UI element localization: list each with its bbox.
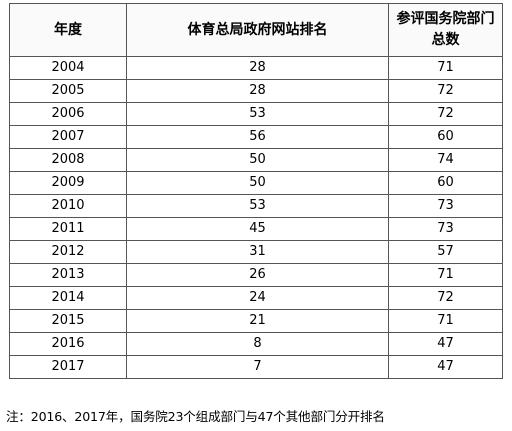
header-year: 年度 [9, 3, 127, 57]
cell-total-departments: 72 [388, 102, 503, 126]
cell-website-rank: 21 [126, 309, 389, 333]
table-row: 2017 7 47 [9, 355, 503, 379]
cell-year: 2006 [9, 102, 127, 126]
cell-total-departments: 73 [388, 194, 503, 218]
cell-year: 2012 [9, 240, 127, 264]
cell-total-departments: 73 [388, 217, 503, 241]
cell-total-departments: 47 [388, 355, 503, 379]
cell-total-departments: 60 [388, 125, 503, 149]
table-row: 2014 24 72 [9, 286, 503, 310]
cell-year: 2009 [9, 171, 127, 195]
header-website-rank: 体育总局政府网站排名 [126, 3, 389, 57]
cell-website-rank: 28 [126, 79, 389, 103]
cell-website-rank: 31 [126, 240, 389, 264]
cell-year: 2008 [9, 148, 127, 172]
cell-year: 2005 [9, 79, 127, 103]
cell-website-rank: 50 [126, 171, 389, 195]
cell-total-departments: 72 [388, 79, 503, 103]
cell-year: 2016 [9, 332, 127, 356]
footnote: 注：2016、2017年，国务院23个组成部门与47个其他部门分开排名 [6, 409, 385, 424]
table-header-row: 年度 体育总局政府网站排名 参评国务院部门总数 [9, 3, 503, 57]
ranking-table: 年度 体育总局政府网站排名 参评国务院部门总数 2004 28 71 2005 28 72… [9, 3, 503, 379]
table-row: 2008 50 74 [9, 148, 503, 172]
header-total-departments: 参评国务院部门总数 [388, 3, 503, 57]
cell-year: 2013 [9, 263, 127, 287]
cell-year: 2014 [9, 286, 127, 310]
cell-website-rank: 56 [126, 125, 389, 149]
cell-website-rank: 26 [126, 263, 389, 287]
ranking-table-container: 年度 体育总局政府网站排名 参评国务院部门总数 2004 28 71 2005 28 72… [9, 3, 503, 379]
table-body: 2004 28 71 2005 28 72 2006 53 72 2007 56 60 2008 50 74… [9, 56, 503, 379]
cell-website-rank: 53 [126, 102, 389, 126]
table-row: 2005 28 72 [9, 79, 503, 103]
cell-year: 2011 [9, 217, 127, 241]
table-row: 2007 56 60 [9, 125, 503, 149]
cell-total-departments: 72 [388, 286, 503, 310]
cell-year: 2010 [9, 194, 127, 218]
cell-website-rank: 53 [126, 194, 389, 218]
table-row: 2013 26 71 [9, 263, 503, 287]
cell-total-departments: 71 [388, 263, 503, 287]
cell-website-rank: 24 [126, 286, 389, 310]
cell-total-departments: 60 [388, 171, 503, 195]
cell-website-rank: 8 [126, 332, 389, 356]
cell-total-departments: 71 [388, 56, 503, 80]
table-row: 2016 8 47 [9, 332, 503, 356]
cell-total-departments: 47 [388, 332, 503, 356]
cell-year: 2004 [9, 56, 127, 80]
table-row: 2009 50 60 [9, 171, 503, 195]
cell-total-departments: 74 [388, 148, 503, 172]
table-row: 2010 53 73 [9, 194, 503, 218]
cell-year: 2017 [9, 355, 127, 379]
cell-website-rank: 7 [126, 355, 389, 379]
cell-website-rank: 50 [126, 148, 389, 172]
cell-year: 2007 [9, 125, 127, 149]
cell-total-departments: 57 [388, 240, 503, 264]
table-row: 2006 53 72 [9, 102, 503, 126]
table-row: 2004 28 71 [9, 56, 503, 80]
cell-website-rank: 28 [126, 56, 389, 80]
cell-website-rank: 45 [126, 217, 389, 241]
table-row: 2015 21 71 [9, 309, 503, 333]
table-row: 2012 31 57 [9, 240, 503, 264]
cell-year: 2015 [9, 309, 127, 333]
table-row: 2011 45 73 [9, 217, 503, 241]
header-total-departments-label: 参评国务院部门总数 [396, 11, 495, 48]
cell-total-departments: 71 [388, 309, 503, 333]
